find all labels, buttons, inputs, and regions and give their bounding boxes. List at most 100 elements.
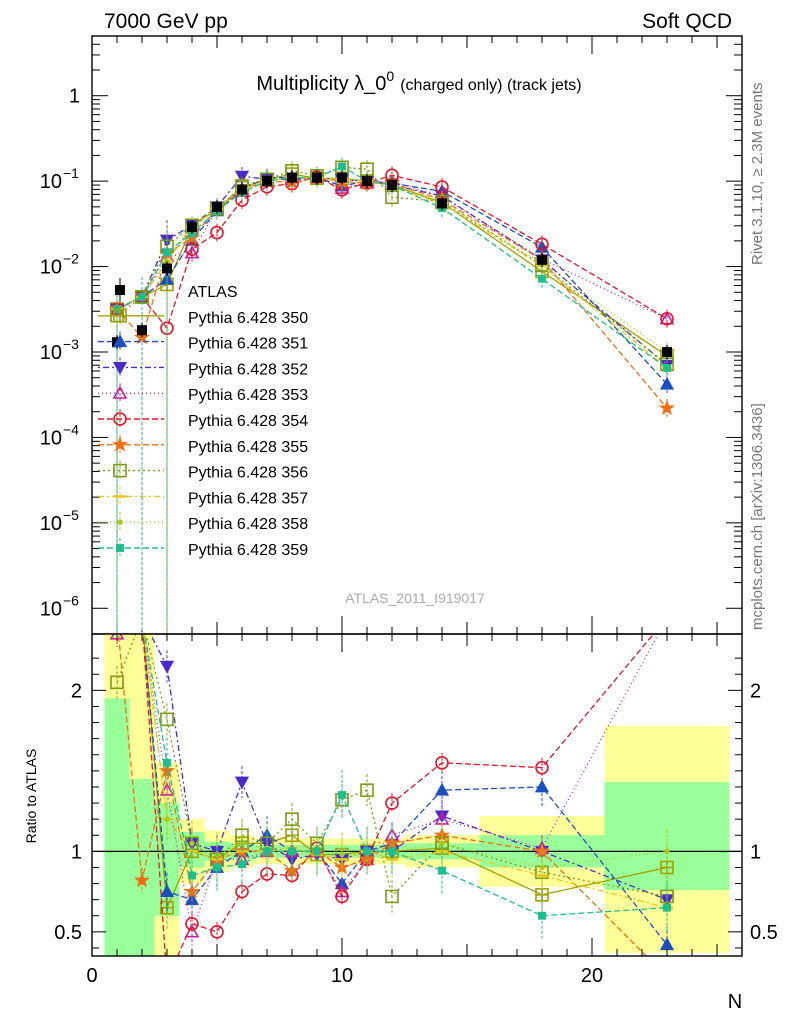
ratio-point-1-2 xyxy=(159,884,175,898)
main-point-5-14 xyxy=(658,399,676,416)
legend-marker-4 xyxy=(113,412,127,426)
legend-label-7: Pythia 6.428 357 xyxy=(188,490,308,507)
ref-point-2 xyxy=(162,263,172,274)
main-ytick-exp-1: −1 xyxy=(63,165,79,181)
plot-title-suffix: (charged only) (track jets) xyxy=(400,77,581,94)
xtick-label-1: 10 xyxy=(331,965,353,987)
ref-point-6 xyxy=(262,176,272,187)
ratio-panel: 2 21 10.5 0.50 10 20 xyxy=(54,633,778,987)
ratio-point-8-9 xyxy=(339,851,345,858)
ref-point-10 xyxy=(362,176,372,187)
legend-marker-9 xyxy=(116,544,124,552)
main-point-9-9 xyxy=(338,162,346,171)
x-axis-label: N xyxy=(728,991,742,1013)
ratio-series-group xyxy=(109,634,675,956)
main-point-4-14 xyxy=(660,311,674,326)
main-ytick-label-4: 10 xyxy=(40,427,62,449)
ratio-point-9-13 xyxy=(538,911,546,920)
ratio-point-0-13 xyxy=(535,888,549,902)
legend-marker-8 xyxy=(117,519,123,525)
ratio-point-4-13 xyxy=(535,760,549,775)
header-left: 7000 GeV pp xyxy=(104,10,228,33)
ratio-point-9-8 xyxy=(313,847,321,856)
ratio-y-axis-label: Ratio to ATLAS xyxy=(23,749,39,844)
ref-point-12 xyxy=(437,198,447,209)
main-ytick-exp-4: −4 xyxy=(63,421,79,437)
ratio-point-3-2 xyxy=(159,782,175,796)
plot-title-sup: 0 xyxy=(386,68,394,84)
legend: ATLAS Pythia 6.428 350 Pythia 6.428 351 Pyt… xyxy=(98,278,308,559)
legend-label-atlas: ATLAS xyxy=(188,284,238,301)
ratio-point-9-10 xyxy=(363,847,371,856)
legend-marker-0 xyxy=(113,308,127,323)
ratio-point-6-2 xyxy=(160,712,174,727)
xtick-label-0: 0 xyxy=(86,965,97,987)
main-point-9-14 xyxy=(663,364,671,372)
ratio-point-1-12 xyxy=(434,782,450,796)
main-point-3-14 xyxy=(659,311,675,325)
main-line-1 xyxy=(116,176,668,385)
ratio-point-9-9 xyxy=(338,791,346,799)
main-ytick-exp-3: −3 xyxy=(63,336,79,352)
main-ytick-label-2: 10 xyxy=(40,257,62,279)
ref-point-3 xyxy=(187,222,197,233)
main-point-4-13 xyxy=(535,237,549,252)
legend-label-4: Pythia 6.428 354 xyxy=(188,413,308,430)
legend-marker-1 xyxy=(112,334,128,348)
ratio-point-2-2 xyxy=(159,660,175,674)
main-point-4-4 xyxy=(210,225,224,240)
ref-point-4 xyxy=(212,201,222,212)
legend-label-9: Pythia 6.428 359 xyxy=(188,542,308,559)
ratio-point-4-12 xyxy=(435,755,449,770)
side-label-mcplots: mcplots.cern.ch [arXiv:1306.3436] xyxy=(749,403,766,630)
xtick-label-2: 20 xyxy=(581,965,603,987)
ref-point-9 xyxy=(337,172,347,183)
legend-marker-5 xyxy=(111,436,129,452)
ref-point-13 xyxy=(537,254,547,265)
main-line-5 xyxy=(116,176,668,409)
legend-marker-6 xyxy=(113,463,127,478)
ratio-point-6-11 xyxy=(385,889,399,904)
plot-title: Multiplicity λ_00 (charged only) (track j… xyxy=(256,68,581,95)
ratio-point-9-11 xyxy=(388,847,396,856)
ratio-point-8-3 xyxy=(189,840,195,847)
main-ytick-exp-2: −2 xyxy=(63,251,79,267)
ref-point-7 xyxy=(287,172,297,183)
main-ytick-exp-5: −5 xyxy=(63,507,79,523)
main-ytick-label-6: 10 xyxy=(40,598,62,620)
ratio-point-1-13 xyxy=(534,779,550,793)
ratio-ytick-label-right-2: 0.5 xyxy=(750,922,778,944)
ref-point-5 xyxy=(237,184,247,195)
ratio-ytick-label-2: 0.5 xyxy=(54,922,82,944)
legend-label-1: Pythia 6.428 351 xyxy=(188,336,308,353)
analysis-id: ATLAS_2011_I919017 xyxy=(345,590,485,606)
header-right: Soft QCD xyxy=(642,10,732,33)
side-label-rivet: Rivet 3.1.10, ≥ 2.3M events xyxy=(749,83,766,266)
ratio-point-2-5 xyxy=(234,776,250,790)
ratio-ytick-label-0: 2 xyxy=(71,680,82,702)
ratio-point-9-2 xyxy=(163,758,171,767)
ratio-ytick-label-right-0: 2 xyxy=(750,680,761,702)
main-ytick-label-0: 1 xyxy=(69,86,80,108)
ratio-point-5-1 xyxy=(133,871,151,888)
legend-label-5: Pythia 6.428 355 xyxy=(188,439,308,456)
ratio-point-9-12 xyxy=(438,866,446,875)
ratio-ytick-label-1: 1 xyxy=(71,841,82,863)
ratio-point-9-4 xyxy=(213,863,221,872)
ratio-point-4-4 xyxy=(210,925,224,939)
main-panel: 110−110−210−310−410−510−6 xyxy=(40,35,743,635)
ratio-point-6-0 xyxy=(110,675,124,690)
main-line-3 xyxy=(116,176,668,320)
ref-point-1 xyxy=(137,325,147,336)
ratio-point-4-9 xyxy=(335,889,349,904)
legend-marker-3 xyxy=(112,385,128,399)
plot-title-main: Multiplicity λ_0 xyxy=(256,73,386,95)
legend-label-6: Pythia 6.428 356 xyxy=(188,465,308,482)
legend-label-0: Pythia 6.428 350 xyxy=(188,310,308,327)
legend-label-2: Pythia 6.428 352 xyxy=(188,361,308,378)
main-point-2-5 xyxy=(234,170,250,184)
ratio-line-7 xyxy=(143,634,668,909)
ratio-ytick-label-right-1: 1 xyxy=(750,841,761,863)
ratio-point-9-3 xyxy=(188,871,196,880)
